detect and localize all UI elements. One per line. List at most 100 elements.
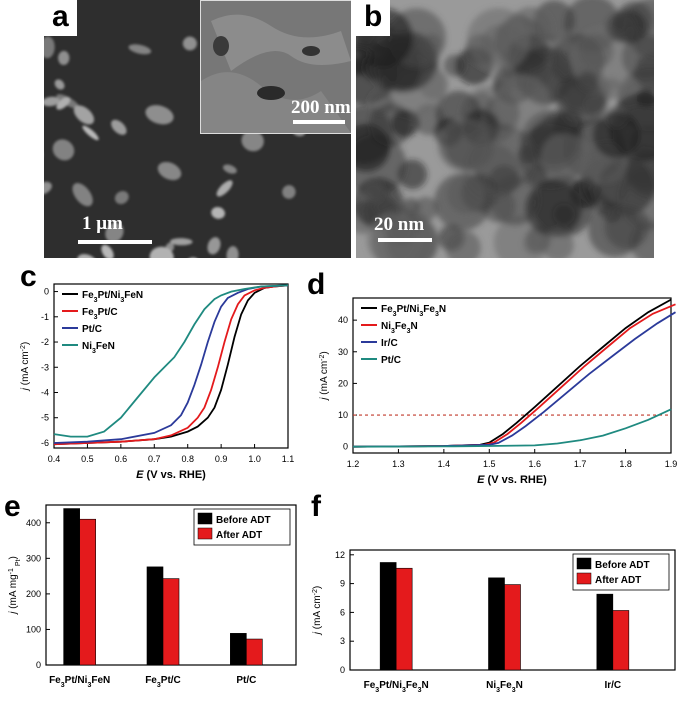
category-label-0: Fe3Pt/Ni3FeN bbox=[49, 675, 110, 689]
series-line-3 bbox=[352, 408, 672, 448]
legend-swatch-1 bbox=[197, 527, 213, 540]
y-tick-label: 400 bbox=[26, 518, 41, 528]
plot-frame bbox=[352, 297, 672, 454]
x-tick-label: 1.0 bbox=[248, 454, 261, 464]
category-label-1: Fe3Pt/C bbox=[145, 675, 181, 689]
series-line-1 bbox=[53, 284, 289, 446]
legend-label-3: Ni3FeN bbox=[82, 341, 115, 355]
bar-0-2 bbox=[230, 633, 247, 666]
bar-1-1 bbox=[504, 584, 521, 671]
legend-label-0: Before ADT bbox=[216, 515, 271, 526]
y-axis-label: j (mA cm-2) bbox=[319, 351, 331, 401]
bar-1-2 bbox=[246, 638, 263, 666]
y-axis-label: j (mA mg-1 Pt) bbox=[8, 556, 22, 616]
x-axis-label: E (V vs. RHE) bbox=[477, 474, 547, 486]
x-tick-label: 0.8 bbox=[181, 454, 194, 464]
panel-label-f: f bbox=[311, 490, 321, 523]
y-tick-label: -2 bbox=[41, 337, 49, 347]
tem-scale-label: 20 nm bbox=[374, 214, 425, 235]
y-tick-label: 6 bbox=[340, 607, 345, 617]
chart-c: 0.4 0.5 0.6 0.7 0.8 0.9 1.0 1.1 0 -1 -2 -3 -4 -5 -6 Fe3… bbox=[20, 283, 295, 481]
y-tick-label: -5 bbox=[41, 413, 49, 423]
sem-inset: 200 nm bbox=[200, 0, 351, 134]
y-tick-label: -3 bbox=[41, 362, 49, 372]
sem-scale-label: 1 μm bbox=[82, 213, 123, 234]
panel-label-c: c bbox=[20, 260, 37, 293]
tem-texture bbox=[356, 0, 654, 258]
panel-label-d: d bbox=[307, 268, 326, 301]
panel-label-a: a bbox=[44, 0, 77, 36]
legend-label-0: Fe3Pt/Ni3FeN bbox=[82, 290, 143, 304]
y-tick-label: 200 bbox=[26, 589, 41, 599]
legend-label-3: Pt/C bbox=[381, 355, 401, 366]
legend-label-2: Ir/C bbox=[381, 338, 398, 349]
y-tick-label: -4 bbox=[41, 387, 49, 397]
y-axis-label: j (mA cm-2) bbox=[20, 342, 32, 392]
inset-scale-bar bbox=[293, 120, 345, 124]
sem-scale-bar bbox=[78, 240, 152, 244]
y-axis-label: j (mA cm-2) bbox=[312, 586, 324, 636]
chart-f: 0 3 6 9 12 Fe3Pt/Ni3Fe3N Ni3Fe3N Ir/C Before ADT… bbox=[312, 549, 676, 694]
x-tick-label: 1.8 bbox=[619, 459, 632, 469]
x-tick-label: 1.1 bbox=[282, 454, 295, 464]
panel-label-e: e bbox=[4, 490, 21, 523]
bar-0-0 bbox=[379, 562, 397, 671]
x-tick-label: 1.7 bbox=[574, 459, 587, 469]
bar-0-1 bbox=[146, 566, 164, 666]
x-tick-label: 1.4 bbox=[438, 459, 451, 469]
bar-0-2 bbox=[596, 593, 614, 671]
x-tick-label: 0.4 bbox=[48, 454, 61, 464]
x-tick-label: 1.3 bbox=[392, 459, 405, 469]
legend-label-1: Fe3Pt/C bbox=[82, 307, 118, 321]
y-tick-label: 9 bbox=[340, 579, 345, 589]
x-tick-label: 0.6 bbox=[115, 454, 128, 464]
y-tick-label: 10 bbox=[338, 410, 348, 420]
legend-label-1: After ADT bbox=[216, 530, 262, 541]
y-tick-label: 0 bbox=[44, 287, 49, 297]
x-tick-label: 1.5 bbox=[483, 459, 496, 469]
plot-frame bbox=[53, 283, 289, 449]
y-tick-label: 0 bbox=[340, 665, 345, 675]
legend-label-1: Ni3Fe3N bbox=[381, 321, 418, 335]
bar-1-2 bbox=[612, 610, 630, 671]
bar-0-0 bbox=[63, 508, 80, 666]
x-tick-label: 1.2 bbox=[347, 459, 360, 469]
sem-image: 200 nm 1 μm a bbox=[44, 0, 351, 258]
legend-swatch-0 bbox=[197, 512, 213, 525]
y-tick-label: -1 bbox=[41, 312, 49, 322]
y-tick-label: -6 bbox=[41, 438, 49, 448]
legend-swatch-1 bbox=[576, 572, 592, 585]
y-tick-label: 3 bbox=[340, 636, 345, 646]
chart-d: 1.2 1.3 1.4 1.5 1.6 1.7 1.8 1.9 0 10 20 30 40 Fe3Pt/N… bbox=[319, 297, 678, 486]
inset-scale-label: 200 nm bbox=[291, 97, 351, 118]
category-label-1: Ni3Fe3N bbox=[486, 680, 523, 694]
legend-label-2: Pt/C bbox=[82, 324, 102, 335]
x-tick-label: 0.9 bbox=[215, 454, 228, 464]
y-tick-label: 100 bbox=[26, 624, 41, 634]
bar-1-0 bbox=[395, 567, 413, 671]
x-tick-label: 1.6 bbox=[528, 459, 541, 469]
y-tick-label: 0 bbox=[36, 660, 41, 670]
category-label-2: Pt/C bbox=[236, 675, 256, 686]
y-tick-label: 30 bbox=[338, 347, 348, 357]
x-tick-label: 0.5 bbox=[81, 454, 94, 464]
bar-1-1 bbox=[162, 578, 180, 666]
y-tick-label: 300 bbox=[26, 553, 41, 563]
y-tick-label: 12 bbox=[335, 550, 345, 560]
x-tick-label: 0.7 bbox=[148, 454, 161, 464]
tem-image: 20 nm b bbox=[356, 0, 654, 258]
y-tick-label: 20 bbox=[338, 378, 348, 388]
y-tick-label: 40 bbox=[338, 315, 348, 325]
x-tick-label: 1.9 bbox=[665, 459, 678, 469]
series-line-3 bbox=[53, 284, 289, 438]
legend-swatch-0 bbox=[576, 557, 592, 570]
y-tick-label: 0 bbox=[343, 442, 348, 452]
series-line-2 bbox=[352, 311, 676, 448]
legend-label-1: After ADT bbox=[595, 575, 641, 586]
chart-e: 0 100 200 300 400 Fe3Pt/Ni3FeN Fe3Pt/C Pt/C Befo… bbox=[8, 504, 297, 689]
legend-label-0: Before ADT bbox=[595, 560, 650, 571]
tem-scale-bar bbox=[378, 238, 432, 242]
category-label-2: Ir/C bbox=[604, 680, 621, 691]
bar-1-0 bbox=[79, 518, 96, 666]
category-label-0: Fe3Pt/Ni3Fe3N bbox=[364, 680, 429, 694]
